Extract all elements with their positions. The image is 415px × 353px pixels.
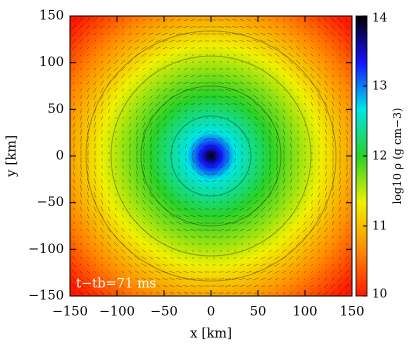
y-tick-label: 100 xyxy=(39,55,64,70)
y-tick-label: −100 xyxy=(28,242,64,257)
x-tick-label: 150 xyxy=(340,305,365,320)
y-tick-label: −50 xyxy=(37,195,64,210)
x-tick-label: −150 xyxy=(52,305,88,320)
y-tick-label: 50 xyxy=(47,102,64,117)
colorbar-tick-label: 12 xyxy=(372,149,387,163)
x-tick-label: 0 xyxy=(207,305,215,320)
colorbar-tick-label: 13 xyxy=(372,79,387,93)
y-tick-label: 0 xyxy=(56,149,64,164)
colorbar-label: log10 ρ (g cm−3) xyxy=(391,108,404,205)
x-axis-label: x [km] xyxy=(190,327,232,342)
y-axis-label: y [km] xyxy=(5,135,20,178)
colorbar-tick-label: 14 xyxy=(372,11,388,25)
x-tick-label: −100 xyxy=(99,305,135,320)
x-tick-label: −50 xyxy=(150,305,177,320)
y-tick-label: 150 xyxy=(39,9,64,24)
y-tick-label: −150 xyxy=(28,289,64,304)
colorbar-tick-label: 10 xyxy=(372,287,387,301)
field-layer xyxy=(70,16,352,296)
density-field xyxy=(70,16,352,296)
x-tick-label: 100 xyxy=(293,305,318,320)
colorbar-tick-label: 11 xyxy=(372,219,387,233)
time-annotation: t−tb=71 ms xyxy=(76,277,156,292)
x-tick-label: 50 xyxy=(250,305,267,320)
